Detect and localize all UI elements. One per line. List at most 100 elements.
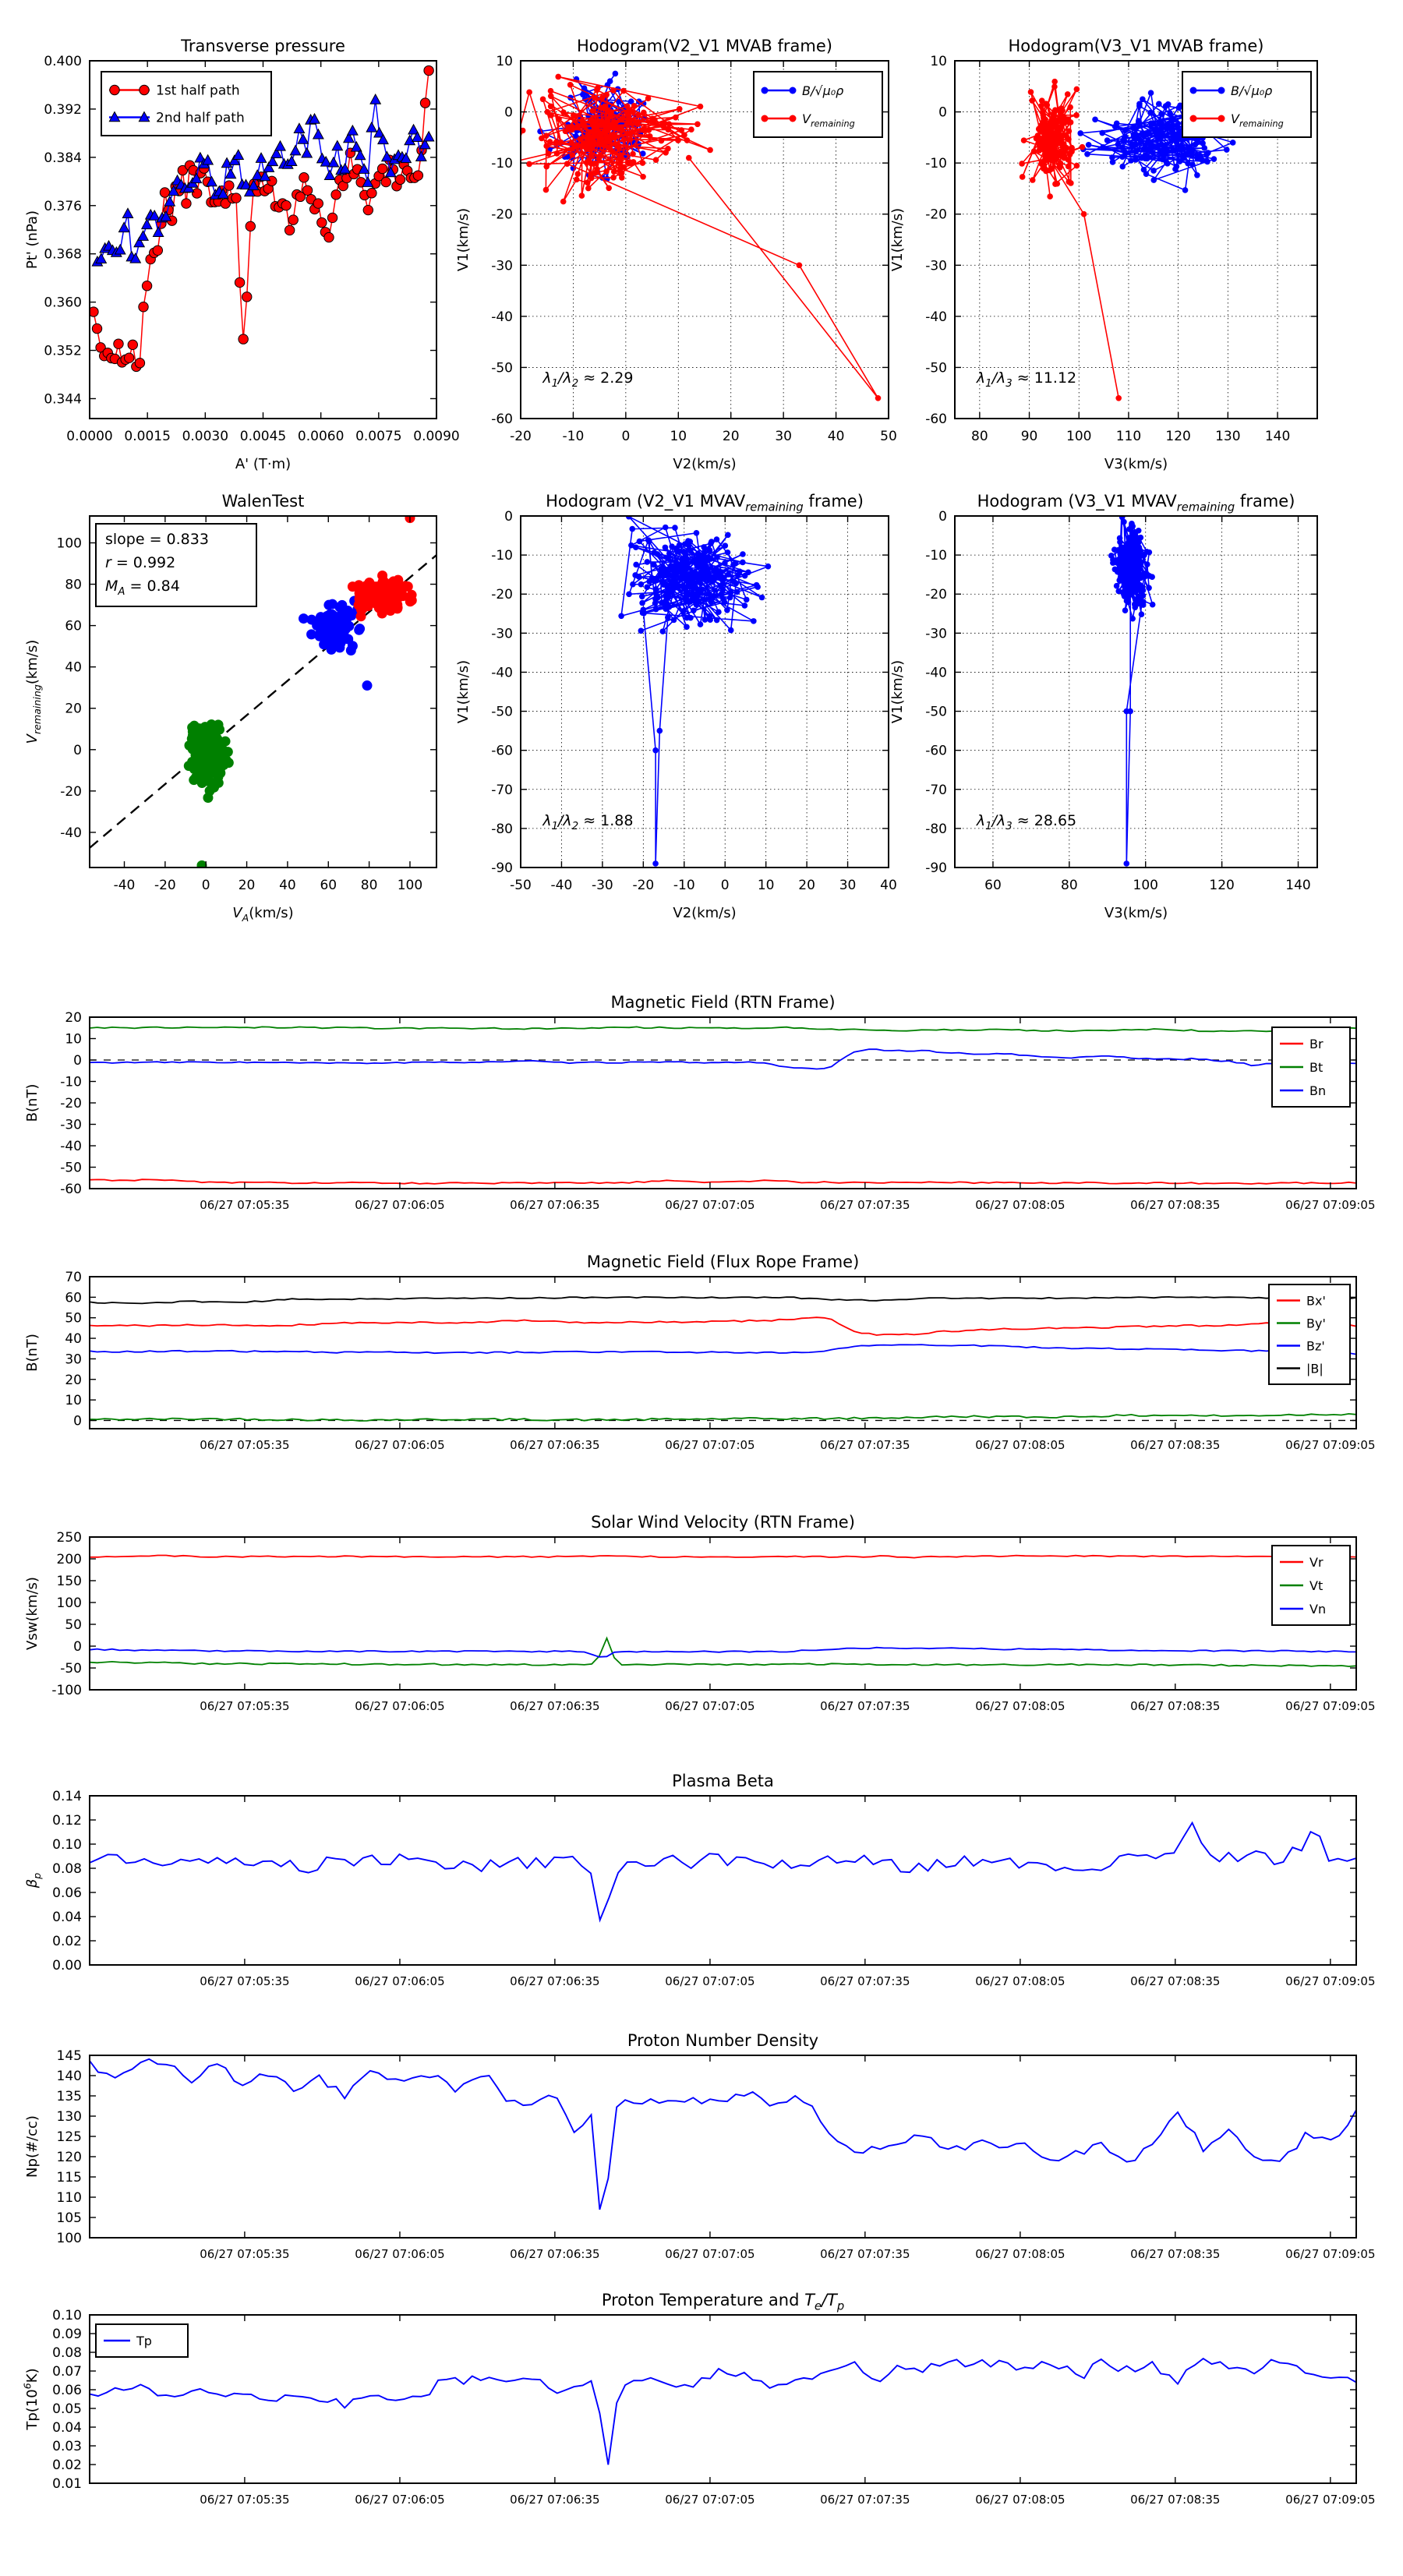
data-marker bbox=[247, 179, 260, 191]
data-marker bbox=[1104, 137, 1111, 143]
y-tick-label: 0.07 bbox=[52, 2364, 82, 2380]
x-tick-label: 06/27 07:07:05 bbox=[665, 1438, 755, 1452]
data-marker bbox=[683, 596, 690, 602]
data-marker bbox=[211, 733, 222, 744]
data-marker bbox=[1119, 154, 1126, 161]
data-marker bbox=[545, 150, 552, 157]
data-marker bbox=[1146, 549, 1153, 556]
y-tick-label: 0.344 bbox=[44, 391, 82, 407]
data-marker bbox=[366, 121, 378, 133]
data-marker bbox=[152, 226, 164, 238]
data-marker bbox=[724, 606, 730, 613]
data-marker bbox=[620, 87, 627, 94]
y-axis-label: Vsw(km/s) bbox=[24, 1577, 41, 1650]
y-tick-label: 145 bbox=[57, 2048, 82, 2064]
data-marker bbox=[308, 112, 320, 124]
data-marker bbox=[1133, 148, 1140, 154]
x-tick-label: -20 bbox=[154, 878, 176, 893]
axes-frame bbox=[520, 515, 889, 868]
data-marker bbox=[1158, 119, 1164, 126]
legend-box bbox=[95, 2323, 189, 2358]
data-marker bbox=[177, 164, 189, 176]
data-marker bbox=[337, 599, 348, 610]
x-tick-label: 0.0000 bbox=[66, 429, 112, 444]
x-tick-label: 06/27 07:09:05 bbox=[1285, 1974, 1375, 1988]
data-marker bbox=[184, 740, 195, 751]
data-marker bbox=[1116, 535, 1123, 542]
data-marker bbox=[205, 740, 216, 751]
legend-label: Vr bbox=[1309, 1555, 1323, 1570]
x-tick-label: 50 bbox=[880, 429, 897, 444]
series-line-By' bbox=[90, 1412, 1356, 1422]
data-marker bbox=[588, 151, 595, 158]
data-marker bbox=[1133, 539, 1140, 546]
x-tick-label: 100 bbox=[1133, 878, 1158, 893]
data-marker bbox=[629, 525, 636, 532]
data-marker bbox=[339, 162, 352, 174]
data-marker bbox=[665, 590, 672, 596]
data-marker bbox=[1056, 163, 1063, 170]
y-tick-label: 40 bbox=[65, 1331, 82, 1347]
data-marker bbox=[347, 641, 358, 652]
data-marker bbox=[1115, 141, 1122, 147]
series-layer bbox=[90, 2058, 1356, 2210]
series-line-Bt bbox=[90, 1026, 1356, 1033]
axes-frame bbox=[520, 60, 889, 419]
data-marker bbox=[670, 617, 677, 624]
data-marker bbox=[684, 564, 691, 571]
info-box-line: MA = 0.84 bbox=[105, 578, 180, 598]
axis-ticks: 0.0000 0.0015 0.0030 0.0045 0.0060 0.0075 0.00… bbox=[44, 54, 459, 444]
data-marker bbox=[688, 570, 694, 576]
x-tick-label: 80 bbox=[1061, 878, 1078, 893]
data-marker bbox=[168, 185, 180, 196]
y-tick-label: 100 bbox=[57, 1595, 82, 1611]
x-tick-label: -10 bbox=[563, 429, 585, 444]
x-tick-label: -50 bbox=[510, 878, 532, 893]
data-marker bbox=[419, 97, 431, 108]
data-marker bbox=[1136, 103, 1143, 109]
data-marker bbox=[543, 133, 550, 139]
y-tick-label: -30 bbox=[491, 258, 513, 274]
data-marker bbox=[733, 588, 740, 595]
data-marker bbox=[302, 185, 313, 196]
axis-ticks: -50 -40 -30 -20 -10 0 10 20 30 40 -90 -80 -70 -60 -50 -… bbox=[491, 509, 897, 893]
y-tick-label: -40 bbox=[60, 1139, 82, 1154]
series-layer bbox=[90, 1554, 1356, 1667]
data-marker bbox=[1077, 130, 1084, 136]
data-marker bbox=[697, 588, 703, 594]
data-marker bbox=[713, 536, 720, 542]
data-marker bbox=[1136, 122, 1143, 129]
data-marker bbox=[1157, 135, 1164, 142]
data-marker bbox=[661, 581, 667, 588]
legend-box bbox=[1182, 71, 1312, 138]
data-marker bbox=[299, 172, 309, 183]
x-axis-label: V2(km/s) bbox=[673, 456, 736, 472]
data-marker bbox=[402, 581, 413, 592]
plot-hodogram-v3v1-mvav: 60 80 100 120 140 -90 -80 -70 -60 -50 -40 -30 -20 -10… bbox=[889, 492, 1318, 921]
data-marker bbox=[206, 175, 218, 187]
data-marker bbox=[1115, 566, 1122, 572]
data-marker bbox=[1133, 125, 1140, 133]
data-marker bbox=[593, 141, 599, 147]
y-tick-label: 200 bbox=[57, 1552, 82, 1567]
data-marker bbox=[1134, 600, 1141, 607]
y-tick-label: 50 bbox=[65, 1617, 82, 1633]
x-tick-label: 06/27 07:07:35 bbox=[820, 1974, 910, 1988]
data-marker bbox=[611, 118, 617, 125]
x-tick-label: 06/27 07:05:35 bbox=[200, 2493, 289, 2507]
x-tick-label: 06/27 07:06:05 bbox=[355, 1198, 444, 1212]
y-tick-label: -10 bbox=[491, 156, 513, 171]
axes-frame bbox=[89, 2314, 1357, 2484]
x-tick-label: -10 bbox=[673, 878, 695, 893]
data-marker bbox=[1139, 130, 1146, 137]
y-tick-label: 110 bbox=[57, 2190, 82, 2206]
data-marker bbox=[1200, 140, 1206, 147]
x-axis-label: V3(km/s) bbox=[1104, 456, 1168, 472]
data-marker bbox=[765, 563, 772, 570]
y-tick-label: -30 bbox=[491, 626, 513, 641]
axis-ticks: 06/27 07:05:35 06/27 07:06:05 06/27 07:06:… bbox=[52, 2308, 1375, 2507]
x-tick-label: 06/27 07:07:35 bbox=[820, 1198, 910, 1212]
data-marker bbox=[350, 140, 362, 152]
x-tick-label: 06/27 07:06:35 bbox=[510, 1438, 599, 1452]
data-marker bbox=[288, 214, 299, 225]
